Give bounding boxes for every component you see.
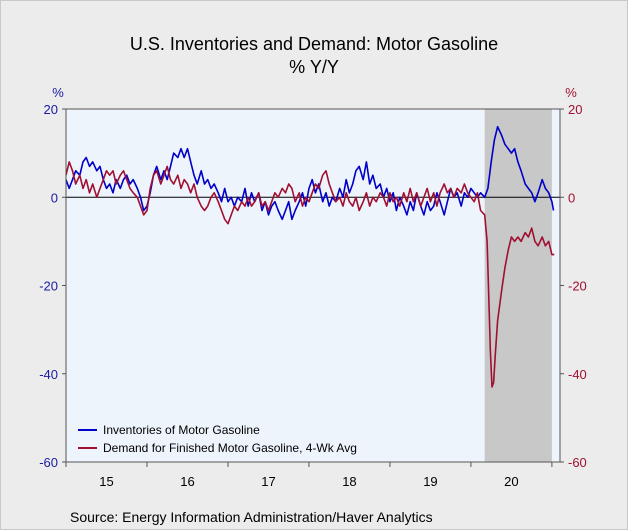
legend-label-demand: Demand for Finished Motor Gasoline, 4-Wk… <box>103 441 357 455</box>
right-tick-label: -40 <box>568 367 587 382</box>
plot-area <box>66 109 560 462</box>
chart-title: U.S. Inventories and Demand: Motor Gasol… <box>130 34 498 54</box>
left-tick-label: 0 <box>51 190 58 205</box>
x-axis: 15 16 17 18 19 20 <box>65 462 553 489</box>
left-tick-label: -40 <box>39 367 58 382</box>
right-tick-label: 0 <box>568 190 575 205</box>
chart-subtitle: % Y/Y <box>289 57 339 77</box>
left-tick-label: 20 <box>44 102 58 117</box>
x-tick-label: 16 <box>180 474 194 489</box>
recession-shade <box>484 109 552 462</box>
left-y-axis: 20 0 -20 -40 -60 <box>39 102 66 470</box>
right-tick-label: 20 <box>568 102 582 117</box>
series-group <box>65 125 555 388</box>
source-note: Source: Energy Information Administratio… <box>70 509 433 525</box>
x-tick-label: 18 <box>342 474 356 489</box>
right-tick-label: -20 <box>568 279 587 294</box>
right-y-axis: 20 0 -20 -40 -60 <box>560 102 587 470</box>
right-tick-label: -60 <box>568 455 587 470</box>
legend-label-inventories: Inventories of Motor Gasoline <box>103 423 260 437</box>
series-line-demand <box>65 161 555 388</box>
legend: Inventories of Motor Gasoline Demand for… <box>78 423 357 455</box>
x-tick-label: 15 <box>99 474 113 489</box>
x-tick-label: 20 <box>504 474 518 489</box>
right-axis-unit: % <box>565 85 577 100</box>
x-tick-label: 19 <box>423 474 437 489</box>
left-tick-label: -20 <box>39 279 58 294</box>
left-axis-unit: % <box>52 85 64 100</box>
plot-border <box>65 108 561 463</box>
x-tick-label: 17 <box>261 474 275 489</box>
left-tick-label: -60 <box>39 455 58 470</box>
